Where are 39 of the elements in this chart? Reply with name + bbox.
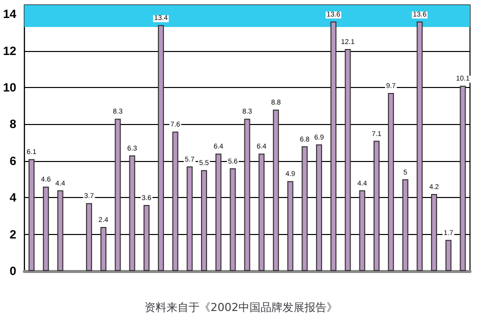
bar <box>302 146 308 271</box>
bar <box>388 93 394 271</box>
bar <box>114 118 121 271</box>
y-tick-label: 8 <box>10 117 17 132</box>
y-tick-label: 4 <box>10 190 17 205</box>
bar <box>445 240 452 271</box>
bar <box>460 86 466 271</box>
text: 资料来自于《2002中国品牌发展报告》 <box>144 301 338 314</box>
bar <box>416 22 423 271</box>
bar <box>272 110 279 271</box>
bar <box>42 186 49 271</box>
y-tick-label: 6 <box>10 154 17 168</box>
bar <box>28 159 35 271</box>
bar <box>144 204 150 271</box>
y-tick-label: 2 <box>10 227 17 242</box>
bar <box>287 181 294 271</box>
bar <box>100 226 106 271</box>
bar <box>158 25 164 271</box>
bar <box>431 194 438 271</box>
bar <box>186 166 193 271</box>
y-tick-label: 12 <box>2 44 17 58</box>
bar <box>172 132 178 271</box>
bar <box>215 154 222 271</box>
bar <box>86 203 92 271</box>
bar <box>129 155 136 271</box>
y-tick-label: 10 <box>2 80 17 95</box>
bar <box>330 22 336 271</box>
bar <box>344 49 351 271</box>
bar <box>258 154 265 271</box>
bar <box>57 190 64 271</box>
bar <box>359 190 366 271</box>
bar <box>316 144 322 271</box>
y-tick-label: 0 <box>10 264 17 278</box>
y-tick-label: 14 <box>2 7 17 22</box>
bar <box>402 179 408 271</box>
bar <box>374 140 380 271</box>
bar <box>201 170 208 271</box>
bar <box>244 118 250 271</box>
bar <box>230 168 236 271</box>
